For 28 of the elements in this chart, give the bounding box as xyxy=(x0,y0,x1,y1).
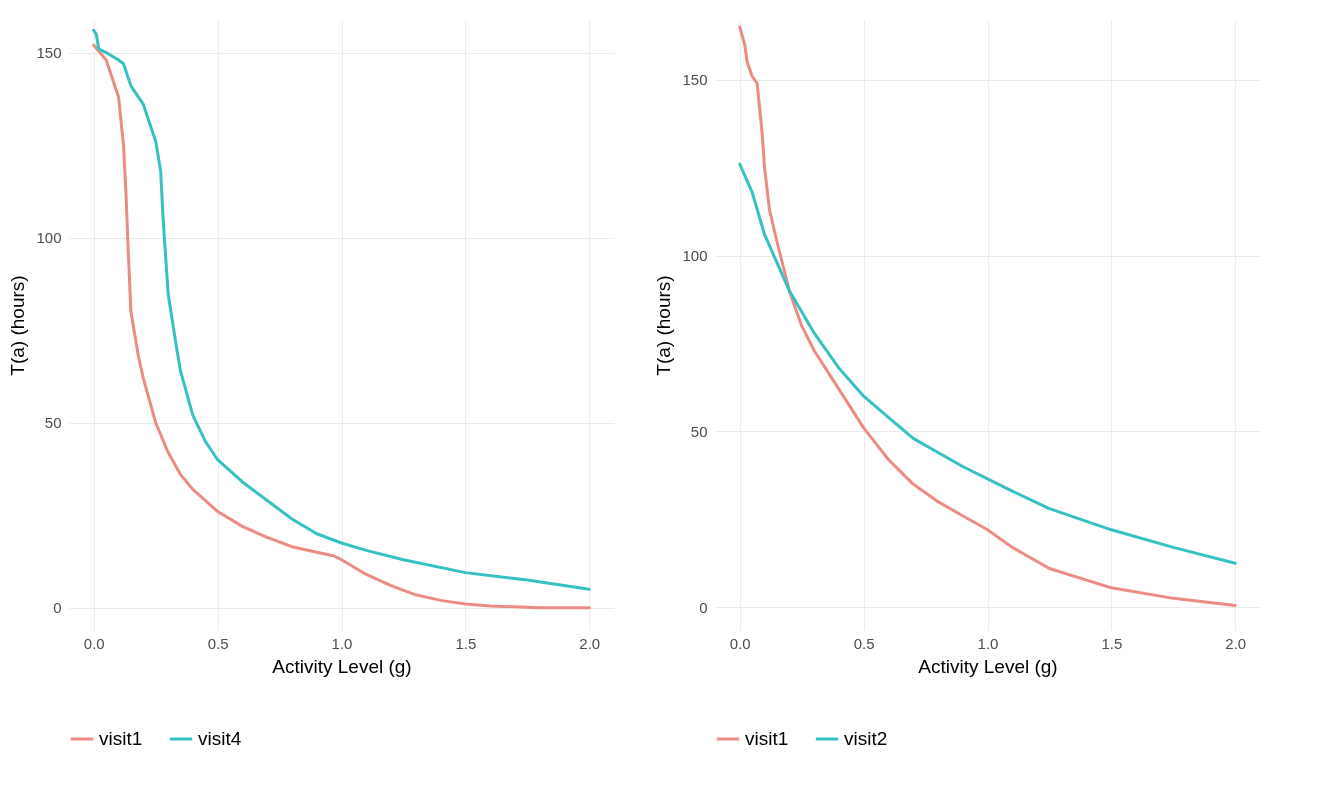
line-series xyxy=(738,162,1237,565)
legend-label: visit2 xyxy=(844,728,888,749)
x-axis-title: Activity Level (g) xyxy=(918,655,1058,677)
x-axis-title: Activity Level (g) xyxy=(272,655,412,677)
x-tick-label: 2.0 xyxy=(1225,634,1247,652)
x-tick-label: 1.0 xyxy=(331,634,353,652)
x-tick-label: 0.5 xyxy=(853,634,875,652)
y-tick-label: 50 xyxy=(690,422,708,440)
y-tick-label: 150 xyxy=(36,44,62,62)
x-tick-label: 1.0 xyxy=(977,634,999,652)
x-tick-label: 0.0 xyxy=(83,634,105,652)
x-tick-label: 1.5 xyxy=(455,634,477,652)
y-tick-label: 100 xyxy=(682,247,708,265)
line-series xyxy=(738,25,1237,607)
y-axis-title: T(a) (hours) xyxy=(7,275,29,376)
legend-label: visit1 xyxy=(745,728,789,749)
x-tick-label: 0.0 xyxy=(729,634,751,652)
legend-label: visit4 xyxy=(198,728,242,749)
x-tick-label: 2.0 xyxy=(579,634,601,652)
x-tick-label: 1.5 xyxy=(1101,634,1123,652)
y-tick-label: 0 xyxy=(53,599,62,617)
x-tick-label: 0.5 xyxy=(207,634,229,652)
y-tick-label: 100 xyxy=(36,229,62,247)
legend-label: visit1 xyxy=(99,728,143,749)
y-tick-label: 150 xyxy=(682,71,708,89)
y-axis-title: T(a) (hours) xyxy=(653,275,675,376)
y-tick-label: 0 xyxy=(699,598,708,616)
y-tick-label: 50 xyxy=(44,414,62,432)
